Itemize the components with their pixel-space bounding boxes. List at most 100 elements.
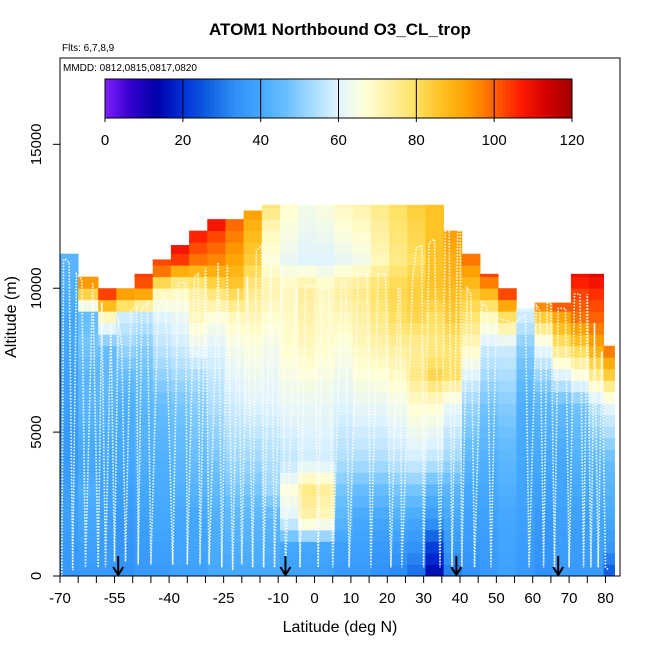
heatmap-cell xyxy=(352,414,372,427)
heatmap-cell xyxy=(225,495,245,508)
heatmap-cell xyxy=(152,265,172,278)
heatmap-cell xyxy=(389,437,408,450)
heatmap-cell xyxy=(352,207,372,220)
heatmap-cell xyxy=(461,276,481,289)
heatmap-cell xyxy=(60,564,79,577)
heatmap-cell xyxy=(334,506,354,519)
heatmap-cell xyxy=(603,506,615,519)
heatmap-cell xyxy=(425,472,445,485)
heatmap-cell xyxy=(170,299,190,312)
colorbar-swatch xyxy=(217,79,223,118)
heatmap-cell xyxy=(425,219,445,232)
x-axis: -70 -55 -40 -25 -10 0 10 20 30 40 50 60 70 80 xyxy=(49,576,614,607)
heatmap-cell xyxy=(316,288,335,301)
heatmap-cell xyxy=(170,334,190,347)
heatmap-cell xyxy=(389,288,408,301)
heatmap-cell xyxy=(280,529,299,542)
heatmap-cell xyxy=(425,299,445,312)
heatmap-cell xyxy=(207,368,226,381)
heatmap-cell xyxy=(589,345,605,358)
y-axis: 0 5000 10000 15000 xyxy=(28,123,60,580)
heatmap-cell xyxy=(78,288,99,301)
y-axis-label: Altitude (m) xyxy=(3,276,20,358)
heatmap-cell xyxy=(570,552,590,565)
colorbar-swatch xyxy=(486,79,491,118)
heatmap-cell xyxy=(207,529,226,542)
colorbar-swatch xyxy=(198,79,203,118)
heatmap-cell xyxy=(516,368,535,381)
colorbar-swatch xyxy=(202,79,207,118)
colorbar-swatch xyxy=(241,79,246,118)
heatmap-cell xyxy=(552,426,572,439)
heatmap-cell xyxy=(498,564,517,577)
colorbar-swatch xyxy=(373,79,378,118)
ascent-marker-arrow-head xyxy=(552,566,565,577)
heatmap-cell xyxy=(570,276,590,289)
heatmap-cell xyxy=(352,230,372,243)
heatmap-cell xyxy=(461,380,481,393)
heatmap-cell xyxy=(389,357,408,370)
heatmap-cell xyxy=(407,334,426,347)
heatmap-cell xyxy=(589,276,605,289)
heatmap-cell xyxy=(98,311,117,324)
colorbar-swatch xyxy=(361,79,367,118)
heatmap-cell xyxy=(170,265,190,278)
heatmap-cell xyxy=(334,207,354,220)
heatmap-cell xyxy=(116,357,135,370)
heatmap-cell xyxy=(370,334,390,347)
heatmap-cell xyxy=(443,322,463,335)
heatmap-cell xyxy=(316,460,335,473)
heatmap-cell xyxy=(498,357,517,370)
heatmap-cell xyxy=(552,495,572,508)
heatmap-cell xyxy=(461,495,481,508)
x-tick-label: 60 xyxy=(524,590,541,607)
plot-area xyxy=(60,204,615,577)
heatmap-cell xyxy=(516,483,535,496)
heatmap-cell xyxy=(189,334,208,347)
heatmap-cell xyxy=(589,311,605,324)
heatmap-cell xyxy=(170,391,190,404)
heatmap-cell xyxy=(589,322,605,335)
heatmap-cell xyxy=(134,334,154,347)
heatmap-cell xyxy=(225,311,245,324)
heatmap-cell xyxy=(116,449,135,462)
heatmap-cell xyxy=(603,403,615,416)
heatmap-cell xyxy=(134,322,154,335)
heatmap-cell xyxy=(407,288,426,301)
heatmap-cell xyxy=(425,345,445,358)
heatmap-cell xyxy=(461,391,481,404)
heatmap-cell xyxy=(480,529,499,542)
heatmap-cell xyxy=(552,437,572,450)
heatmap-cell xyxy=(461,460,481,473)
heatmap-cell xyxy=(407,449,426,462)
y-tick-label: 5000 xyxy=(28,415,45,448)
colorbar-swatch xyxy=(194,79,199,118)
heatmap-cell xyxy=(261,207,281,220)
heatmap-cell xyxy=(389,253,408,266)
heatmap-cell xyxy=(534,368,554,381)
heatmap-cell xyxy=(552,311,572,324)
colorbar-swatch xyxy=(556,79,561,118)
heatmap-cell xyxy=(280,334,299,347)
heatmap-cell xyxy=(498,529,517,542)
heatmap-cell xyxy=(225,403,245,416)
heatmap-cell xyxy=(480,472,499,485)
heatmap-cell xyxy=(570,437,590,450)
heatmap-cell xyxy=(516,426,535,439)
heatmap-cell xyxy=(552,302,572,312)
ascent-marker-arrow-head xyxy=(279,566,292,577)
colorbar-swatch xyxy=(190,79,196,118)
heatmap-cell xyxy=(189,460,208,473)
heatmap-cell xyxy=(189,322,208,335)
heatmap-cell xyxy=(552,483,572,496)
heatmap-cell xyxy=(116,322,135,335)
heatmap-cell xyxy=(170,368,190,381)
heatmap-cell xyxy=(298,380,317,393)
heatmap-cell xyxy=(316,483,335,496)
heatmap-cell xyxy=(498,518,517,531)
heatmap-cell xyxy=(370,495,390,508)
heatmap-cell xyxy=(461,449,481,462)
colorbar-swatch xyxy=(501,79,507,118)
colorbar-swatch xyxy=(221,79,227,118)
heatmap-cell xyxy=(570,273,590,278)
